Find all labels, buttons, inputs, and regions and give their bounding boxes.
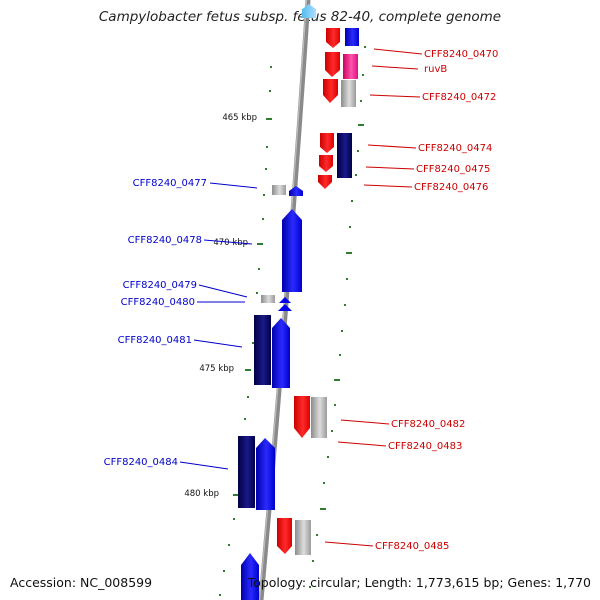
gene-0476-arrow[interactable] bbox=[318, 175, 332, 189]
gene-0478-arrow[interactable] bbox=[282, 209, 302, 292]
gene-label-0480[interactable]: CFF8240_0480 bbox=[121, 297, 195, 308]
top-marker-block bbox=[302, 10, 316, 18]
gene-0477-arrow[interactable] bbox=[289, 186, 303, 196]
gene-0483-block[interactable] bbox=[311, 397, 327, 438]
gene-0485-arrow[interactable] bbox=[277, 518, 292, 554]
scale-label-465: 465 kbp bbox=[222, 113, 257, 123]
gene-0479-block[interactable] bbox=[261, 295, 275, 303]
scale-label-475: 475 kbp bbox=[199, 364, 234, 374]
gene-0475-arrow[interactable] bbox=[319, 155, 333, 172]
right-leader-lines bbox=[324, 48, 423, 547]
gene-label-0477[interactable]: CFF8240_0477 bbox=[133, 178, 207, 189]
gene-label-0472[interactable]: CFF8240_0472 bbox=[422, 92, 496, 103]
gene-0484b-arrow[interactable] bbox=[256, 438, 275, 510]
map-title: Campylobacter fetus subsp. fetus 82-40, … bbox=[98, 9, 502, 25]
gene-0474-arrow[interactable] bbox=[320, 133, 334, 153]
gene-0470-arrow[interactable] bbox=[326, 28, 340, 48]
gene-0474-block[interactable] bbox=[337, 133, 352, 178]
scale-label-480: 480 kbp bbox=[184, 489, 219, 499]
gene-label-ruvB[interactable]: ruvB bbox=[424, 64, 447, 75]
gene-label-0479[interactable]: CFF8240_0479 bbox=[123, 280, 197, 291]
gene-ruvB-block[interactable] bbox=[343, 54, 358, 79]
topology-text: Topology: circular; Length: 1,773,615 bp… bbox=[247, 575, 591, 590]
gene-0472-arrow[interactable] bbox=[323, 79, 338, 103]
accession-text: Accession: NC_008599 bbox=[10, 575, 153, 590]
gene-0481b-arrow[interactable] bbox=[272, 318, 290, 388]
gene-0477-block[interactable] bbox=[272, 185, 286, 195]
gene-0485b-block[interactable] bbox=[295, 520, 311, 555]
gene-label-0481[interactable]: CFF8240_0481 bbox=[118, 335, 192, 346]
top-marker-arrow-icon bbox=[301, 4, 317, 10]
gene-label-0485[interactable]: CFF8240_0485 bbox=[375, 541, 449, 552]
gene-label-0475[interactable]: CFF8240_0475 bbox=[416, 164, 490, 175]
gene-ruvB-arrow[interactable] bbox=[325, 52, 340, 77]
scale-ticks bbox=[219, 46, 366, 596]
gene-label-0470[interactable]: CFF8240_0470 bbox=[424, 49, 498, 60]
gene-label-0483[interactable]: CFF8240_0483 bbox=[388, 441, 462, 452]
gene-0472-block[interactable] bbox=[341, 80, 356, 107]
gene-0480-arrow-a[interactable] bbox=[279, 297, 291, 303]
gene-0482-arrow[interactable] bbox=[294, 396, 310, 438]
gene-0470b-block[interactable] bbox=[345, 28, 359, 46]
left-leader-lines bbox=[179, 182, 258, 470]
gene-label-0482[interactable]: CFF8240_0482 bbox=[391, 419, 465, 430]
gene-0481-block[interactable] bbox=[254, 315, 271, 385]
gene-label-0476[interactable]: CFF8240_0476 bbox=[414, 182, 488, 193]
scale-label-470: 470 kbp bbox=[213, 238, 248, 248]
gene-label-0474[interactable]: CFF8240_0474 bbox=[418, 143, 492, 154]
gene-0480-arrow-b[interactable] bbox=[278, 304, 292, 311]
gene-label-0478[interactable]: CFF8240_0478 bbox=[128, 235, 202, 246]
gene-0484-block[interactable] bbox=[238, 436, 255, 508]
gene-0486-arrow[interactable] bbox=[241, 553, 259, 600]
gene-label-0484[interactable]: CFF8240_0484 bbox=[104, 457, 178, 468]
